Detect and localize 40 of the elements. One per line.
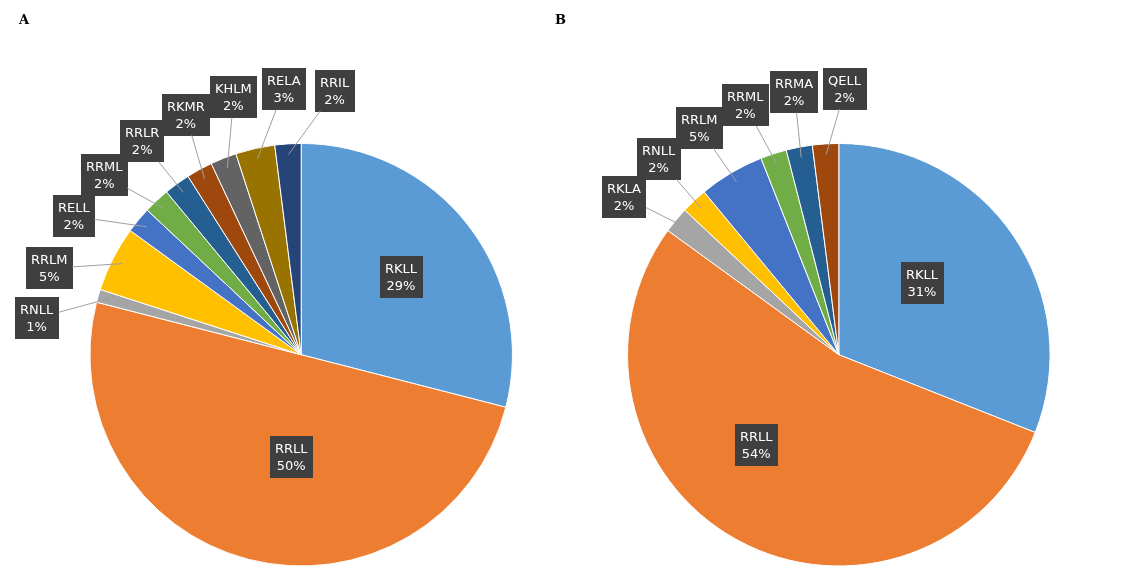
slice-label: RKLL	[385, 261, 418, 276]
data-label: 2%	[324, 91, 345, 107]
data-label: 5%	[38, 268, 60, 284]
slice-label: RKLA	[607, 181, 642, 196]
slice-label: RKMR	[167, 99, 205, 114]
slice-label: RRML	[727, 89, 765, 104]
data-label: 50%	[276, 457, 306, 473]
chart-title: B	[555, 12, 566, 27]
slice-label: RRLL	[740, 429, 774, 444]
data-label: 31%	[907, 283, 937, 299]
slice-label: QELL	[828, 73, 862, 88]
slice-label: RNLL	[642, 143, 676, 158]
slice-label: KHLM	[215, 81, 252, 96]
data-label: 2%	[131, 141, 153, 157]
slice-label: RELL	[58, 200, 91, 215]
slice-label: RNLL	[20, 302, 54, 317]
slice-label: RELA	[267, 73, 301, 88]
slice-label: RRMA	[775, 76, 814, 91]
data-label: 2%	[175, 115, 197, 131]
slice-label: RRIL	[320, 75, 350, 90]
data-label: 2%	[223, 97, 244, 113]
data-label: 54%	[741, 445, 771, 461]
slice-label: RRLR	[125, 125, 160, 140]
slice-label: RRLM	[681, 112, 718, 127]
data-label: 2%	[63, 216, 85, 232]
chart-title: A	[18, 12, 30, 27]
data-label: 1%	[26, 318, 47, 334]
data-label: 2%	[834, 89, 855, 105]
data-label: 5%	[688, 128, 710, 144]
data-label: 29%	[386, 277, 416, 293]
slice-label: RRLL	[275, 441, 309, 456]
data-label: 2%	[93, 175, 115, 191]
data-label: 2%	[783, 92, 805, 108]
data-label: 2%	[734, 105, 756, 121]
data-label: 3%	[273, 89, 295, 105]
slice-label: RRML	[86, 159, 124, 174]
data-label: 2%	[613, 197, 635, 213]
slice-label: RRLM	[31, 252, 68, 267]
slice-label: RKLL	[906, 267, 939, 282]
data-label: 2%	[648, 159, 669, 175]
